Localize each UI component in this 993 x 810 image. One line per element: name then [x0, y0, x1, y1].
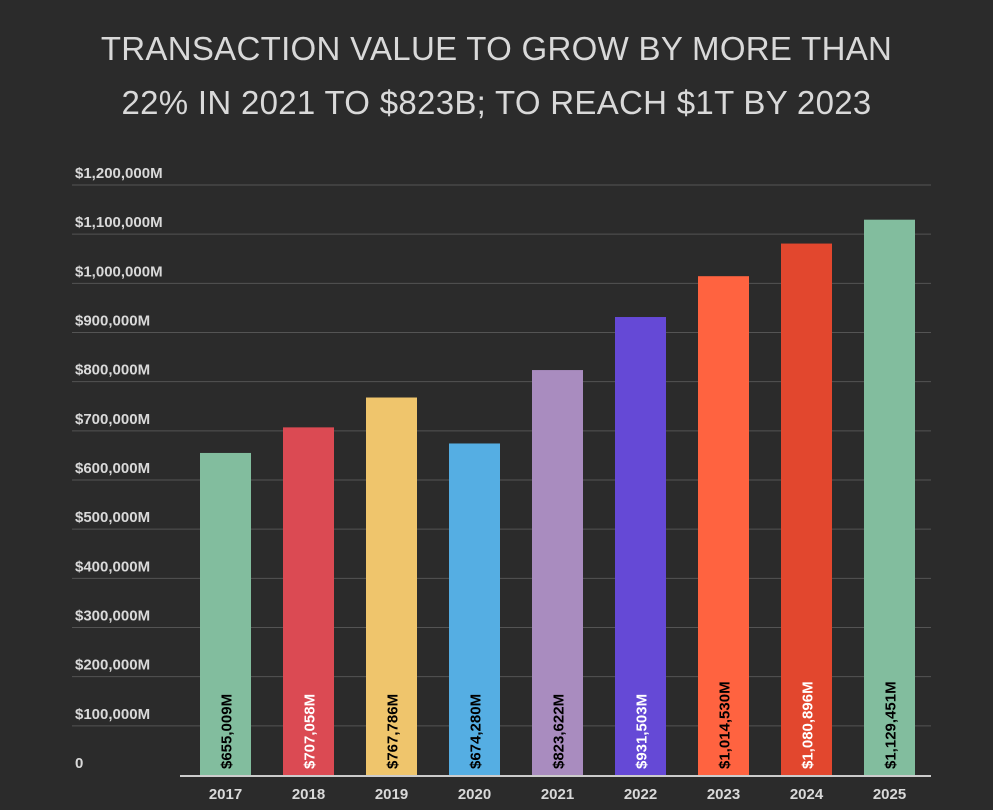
x-axis-tick-labels: 2017 2018 2019 2020 2021 2022 2023 2024 2025	[209, 786, 906, 803]
bar-2022	[615, 317, 666, 775]
bar-value-labels: $655,009M $707,058M $767,786M $674,280M $823…	[219, 681, 900, 769]
bar-2018	[283, 427, 334, 775]
y-tick-label: $1,000,000M	[75, 263, 163, 280]
x-tick-label: 2023	[707, 786, 740, 803]
bars	[200, 219, 915, 776]
bar-value-label: $931,503M	[634, 694, 651, 769]
bar-value-label: $707,058M	[302, 694, 319, 769]
x-tick-label: 2019	[375, 786, 408, 803]
bar-value-label: $1,080,896M	[800, 681, 817, 769]
x-tick-label: 2018	[292, 786, 325, 803]
y-tick-label: $1,200,000M	[75, 165, 163, 182]
bar-2017	[200, 452, 251, 775]
y-tick-label: $700,000M	[75, 411, 150, 428]
y-tick-label: $100,000M	[75, 706, 150, 723]
x-tick-label: 2025	[873, 786, 906, 803]
bar-value-label: $823,622M	[551, 694, 568, 769]
bar-2023	[698, 276, 749, 775]
bar-2021	[532, 370, 583, 775]
y-tick-label: 0	[75, 755, 83, 772]
x-tick-label: 2017	[209, 786, 242, 803]
bar-value-label: $767,786M	[385, 694, 402, 769]
bar-value-label: $674,280M	[468, 694, 485, 769]
y-tick-label: $300,000M	[75, 608, 150, 625]
bar-2020	[449, 443, 500, 775]
y-tick-label: $200,000M	[75, 657, 150, 674]
chart-title-line-1: TRANSACTION VALUE TO GROW BY MORE THAN	[100, 30, 893, 67]
x-tick-label: 2020	[458, 786, 491, 803]
x-tick-label: 2022	[624, 786, 657, 803]
x-tick-label: 2024	[790, 786, 824, 803]
bar-2025	[864, 219, 915, 775]
bar-value-label: $1,014,530M	[717, 681, 734, 769]
bar-2019	[366, 397, 417, 775]
bar-2024	[781, 243, 832, 776]
y-tick-label: $900,000M	[75, 313, 150, 330]
bar-value-label: $1,129,451M	[883, 681, 900, 769]
bar-value-label: $655,009M	[219, 694, 236, 769]
y-tick-label: $800,000M	[75, 362, 150, 379]
chart-title: TRANSACTION VALUE TO GROW BY MORE THAN 2…	[0, 22, 993, 130]
y-tick-label: $500,000M	[75, 509, 150, 526]
y-tick-label: $400,000M	[75, 558, 150, 575]
x-tick-label: 2021	[541, 786, 574, 803]
y-axis-tick-labels: 0 $100,000M $200,000M $300,000M $400,000M $50…	[75, 165, 163, 772]
chart-title-line-2: 22% IN 2021 TO $823B; TO REACH $1T BY 20…	[121, 84, 872, 121]
y-tick-label: $1,100,000M	[75, 214, 163, 231]
y-tick-label: $600,000M	[75, 460, 150, 477]
